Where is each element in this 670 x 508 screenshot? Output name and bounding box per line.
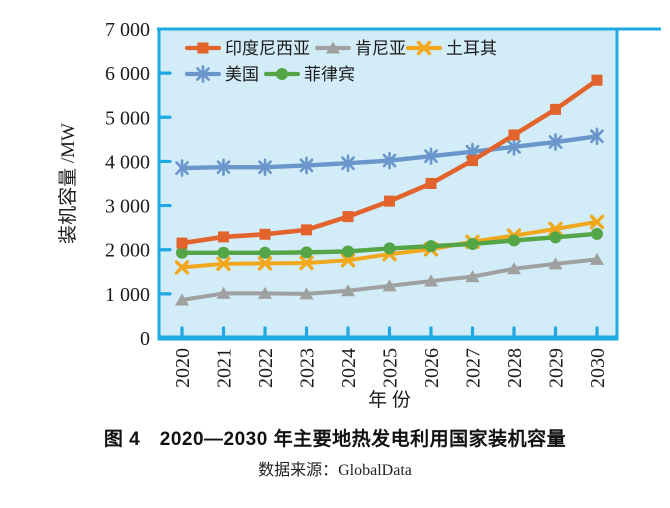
legend-label: 肯尼亚 — [355, 39, 406, 58]
x-tick-label: 2023 — [297, 348, 319, 388]
series-印度尼西亚 — [176, 74, 603, 249]
y-tick-label: 6 000 — [105, 63, 150, 85]
y-tick-label: 3 000 — [105, 196, 150, 218]
series-美国 — [175, 127, 604, 177]
y-axis: 0 1 000 2 000 3 000 4 000 5 000 6 000 7 000 — [105, 19, 172, 350]
y-tick-label: 0 — [140, 328, 150, 350]
x-tick-label: 2026 — [421, 348, 443, 388]
y-tick-label: 1 000 — [105, 284, 150, 306]
y-axis-title: 装机容量 /MW — [57, 123, 79, 244]
figure-caption: 图 4 2020—2030 年主要地热发电利用国家装机容量 — [103, 429, 567, 450]
legend-item-土耳其: 土耳其 — [405, 39, 497, 58]
x-tick-label: 2028 — [504, 348, 526, 388]
data-source-note: 数据来源：GlobalData — [258, 462, 412, 479]
legend-label: 菲律宾 — [304, 65, 355, 84]
x-tick-label: 2027 — [463, 348, 485, 388]
x-axis: 2020 2021 2022 2023 2024 2025 2026 2027 2028 2029… — [172, 326, 609, 388]
legend-item-印度尼西亚: 印度尼西亚 — [184, 39, 310, 58]
legend-item-美国: 美国 — [184, 65, 259, 84]
y-tick-label: 7 000 — [105, 19, 150, 41]
x-tick-label: 2021 — [214, 348, 236, 388]
series-肯尼亚 — [175, 252, 604, 306]
legend-item-菲律宾: 菲律宾 — [263, 65, 355, 84]
x-tick-label: 2029 — [546, 348, 568, 388]
legend-label: 印度尼西亚 — [225, 39, 310, 58]
y-tick-label: 5 000 — [105, 107, 150, 129]
x-tick-label: 2025 — [380, 348, 402, 388]
legend-label: 美国 — [225, 65, 259, 84]
series-菲律宾 — [176, 227, 603, 259]
geothermal-installed-capacity-line-chart: 0 1 000 2 000 3 000 4 000 5 000 6 000 7 000 2020… — [57, 19, 661, 411]
y-tick-label: 2 000 — [105, 240, 150, 262]
x-tick-label: 2020 — [172, 348, 194, 388]
x-tick-label: 2030 — [587, 348, 609, 388]
legend-item-肯尼亚: 肯尼亚 — [314, 39, 406, 58]
y-tick-label: 4 000 — [105, 151, 150, 173]
x-tick-label: 2024 — [338, 348, 360, 388]
x-axis-title: 年 份 — [368, 389, 411, 411]
legend-label: 土耳其 — [446, 39, 497, 58]
x-tick-label: 2022 — [255, 348, 277, 388]
